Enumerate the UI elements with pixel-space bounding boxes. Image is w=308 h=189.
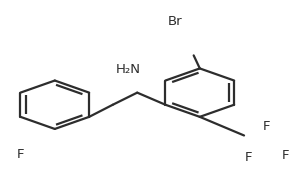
Text: F: F [282,149,289,163]
Text: Br: Br [168,15,183,28]
Text: H₂N: H₂N [116,63,140,76]
Text: F: F [263,120,271,133]
Text: F: F [17,148,24,161]
Text: F: F [245,151,252,164]
